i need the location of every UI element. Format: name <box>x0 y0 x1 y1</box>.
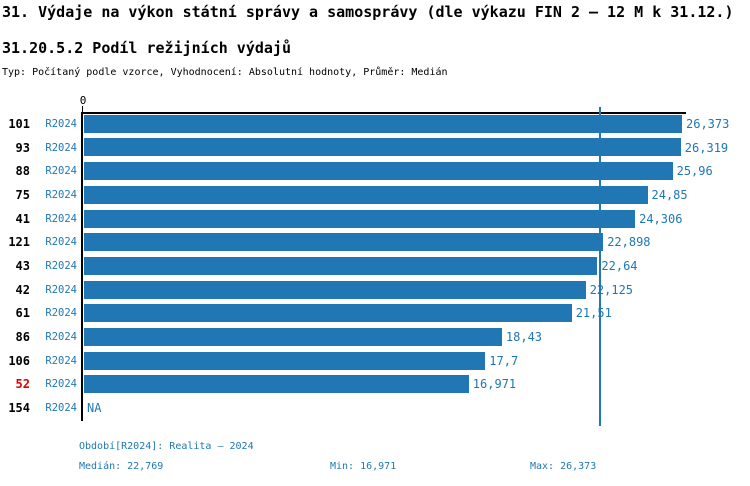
value-bar <box>84 327 502 346</box>
chart-row: 52 R2024 16,971 <box>0 373 750 397</box>
org-id-label: 61 <box>15 306 30 321</box>
chart-row: 86 R2024 18,43 <box>0 325 750 349</box>
org-id-label: 93 <box>15 140 30 155</box>
axis-left-line <box>81 112 83 421</box>
chart-row: 42 R2024 22,125 <box>0 278 750 302</box>
value-bar <box>84 256 598 275</box>
period-label: R2024 <box>45 165 77 178</box>
period-label: R2024 <box>45 141 77 154</box>
value-label: 24,306 <box>639 211 683 226</box>
axis-tick <box>82 106 83 113</box>
period-info: Období[R2024]: Realita – 2024 <box>79 441 254 452</box>
org-id-label: 41 <box>15 211 30 226</box>
org-id-label: 75 <box>15 187 30 202</box>
chart-row: 154 R2024 NA <box>0 396 750 420</box>
period-label: R2024 <box>45 236 77 249</box>
value-label: 25,96 <box>676 164 713 179</box>
value-label: NA <box>87 401 102 416</box>
period-label: R2024 <box>45 354 77 367</box>
chart-rows: 101 R2024 26,373 93 R2024 26,319 88 R2024 25,96 7… <box>0 112 750 420</box>
value-bar <box>84 185 648 204</box>
org-id-label: 121 <box>8 235 30 250</box>
org-id-label: 106 <box>8 353 30 368</box>
value-label: 24,85 <box>651 187 688 202</box>
value-bar <box>84 304 572 323</box>
value-bar <box>84 280 586 299</box>
chart-row: 75 R2024 24,85 <box>0 183 750 207</box>
value-label: 26,373 <box>686 116 730 131</box>
period-label: R2024 <box>45 331 77 344</box>
median-line <box>599 107 602 426</box>
period-label: R2024 <box>45 117 77 130</box>
value-label: 17,7 <box>489 353 519 368</box>
chart-row: 106 R2024 17,7 <box>0 349 750 373</box>
value-label: 22,898 <box>607 235 651 250</box>
value-bar <box>84 351 486 370</box>
axis-zero-label: 0 <box>79 94 87 107</box>
value-bar <box>84 209 636 228</box>
period-label: R2024 <box>45 307 77 320</box>
period-label: R2024 <box>45 259 77 272</box>
chart-row: 101 R2024 26,373 <box>0 112 750 136</box>
org-id-label: 154 <box>8 401 30 416</box>
org-id-label: 52 <box>15 377 30 392</box>
value-label: 18,43 <box>505 330 543 345</box>
org-id-label: 88 <box>15 164 30 179</box>
value-bar <box>84 162 673 181</box>
period-label: R2024 <box>45 188 77 201</box>
chart-row: 121 R2024 22,898 <box>0 230 750 254</box>
value-label: 22,64 <box>601 258 638 273</box>
value-label: 22,125 <box>589 282 634 297</box>
period-label: R2024 <box>45 212 77 225</box>
period-label: R2024 <box>45 283 77 296</box>
value-bar <box>84 114 682 133</box>
chart-row: 41 R2024 24,306 <box>0 207 750 231</box>
chart-row: 93 R2024 26,319 <box>0 136 750 160</box>
period-label: R2024 <box>45 378 77 391</box>
indicator-title: 31.20.5.2 Podíl režijních výdajů <box>2 39 291 57</box>
axis-top-line <box>81 112 686 114</box>
value-label: 21,51 <box>575 306 612 321</box>
max-stat: Max: 26,373 <box>530 461 597 472</box>
value-label: 26,319 <box>684 140 729 155</box>
chart-row: 43 R2024 22,64 <box>0 254 750 278</box>
value-label: 16,971 <box>472 377 517 392</box>
org-id-label: 42 <box>15 282 30 297</box>
indicator-meta-line: Typ: Počítaný podle vzorce, Vyhodnocení:… <box>2 67 448 78</box>
org-id-label: 43 <box>15 258 30 273</box>
value-bar <box>84 233 604 252</box>
period-label: R2024 <box>45 402 77 415</box>
org-id-label: 101 <box>8 116 30 131</box>
org-id-label: 86 <box>15 330 30 345</box>
median-stat: Medián: 22,769 <box>79 461 164 472</box>
min-stat: Min: 16,971 <box>330 461 397 472</box>
value-bar <box>84 138 681 157</box>
chart-row: 61 R2024 21,51 <box>0 302 750 326</box>
report-title: 31. Výdaje na výkon státní správy a samo… <box>2 3 734 21</box>
value-bar <box>84 375 469 394</box>
chart-row: 88 R2024 25,96 <box>0 159 750 183</box>
